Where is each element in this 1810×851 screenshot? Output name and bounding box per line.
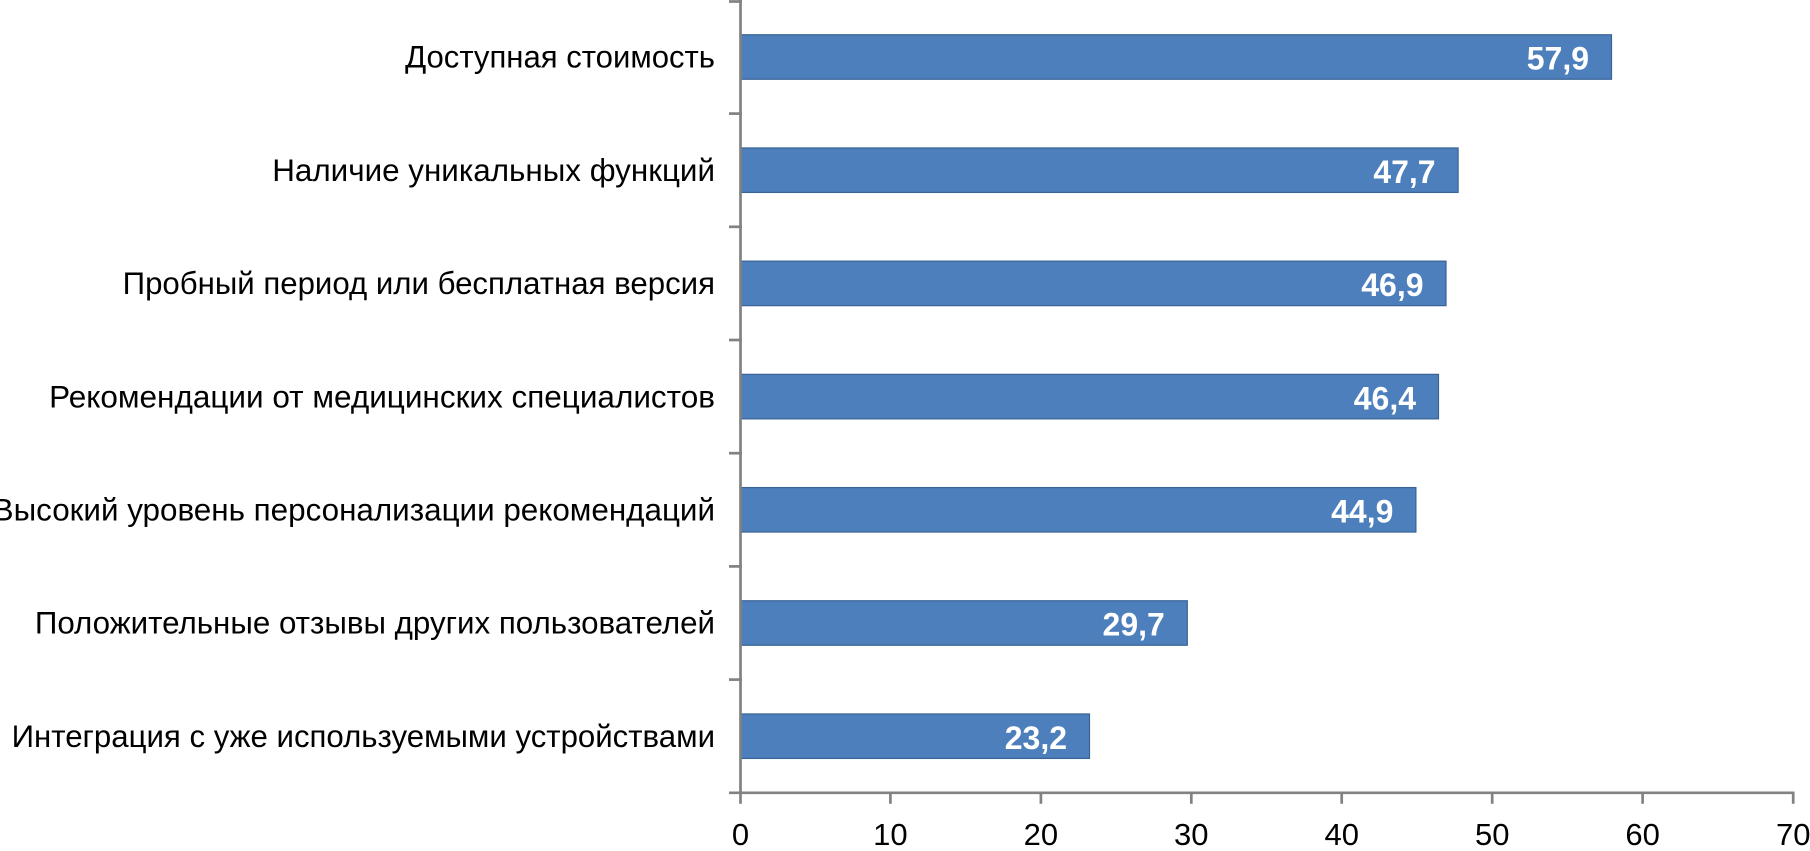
svg-text:29,7: 29,7 — [1103, 607, 1165, 643]
svg-text:46,9: 46,9 — [1361, 267, 1423, 303]
svg-text:Интеграция с уже используемыми: Интеграция с уже используемыми устройств… — [12, 719, 715, 754]
svg-text:Высокий уровень персонализации: Высокий уровень персонализации рекоменда… — [0, 493, 715, 528]
svg-text:50: 50 — [1475, 817, 1509, 846]
svg-text:60: 60 — [1625, 817, 1659, 846]
svg-text:23,2: 23,2 — [1005, 720, 1067, 756]
svg-text:47,7: 47,7 — [1373, 154, 1435, 190]
svg-text:44,9: 44,9 — [1331, 494, 1393, 530]
svg-text:20: 20 — [1024, 817, 1058, 846]
svg-text:30: 30 — [1174, 817, 1208, 846]
svg-text:Рекомендации от медицинских сп: Рекомендации от медицинских специалистов — [49, 378, 715, 414]
svg-text:Доступная стоимость: Доступная стоимость — [405, 40, 715, 75]
svg-text:40: 40 — [1324, 817, 1358, 846]
svg-text:70: 70 — [1776, 817, 1810, 846]
svg-text:Положительные отзывы других по: Положительные отзывы других пользователе… — [35, 606, 715, 641]
svg-text:0: 0 — [732, 817, 749, 846]
svg-text:Наличие уникальных функций: Наличие уникальных функций — [272, 153, 715, 188]
svg-text:10: 10 — [873, 817, 907, 846]
svg-text:Пробный период или бесплатная: Пробный период или бесплатная версия — [123, 266, 715, 301]
svg-text:57,9: 57,9 — [1527, 41, 1589, 77]
svg-text:46,4: 46,4 — [1354, 380, 1416, 416]
